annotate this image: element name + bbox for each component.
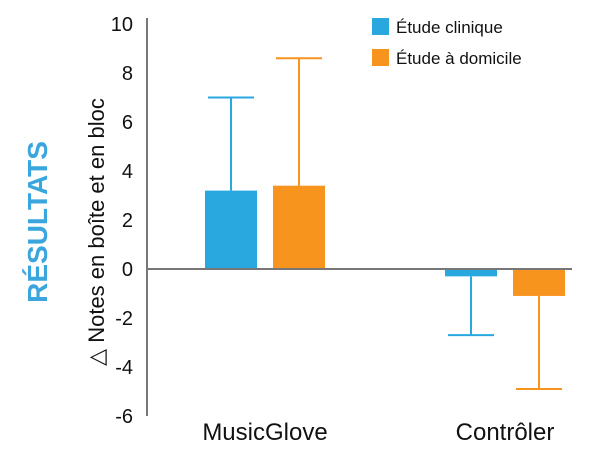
y-tick-label: 10 bbox=[111, 14, 133, 36]
y-tick-label: 8 bbox=[122, 63, 133, 85]
bar-home-0 bbox=[273, 185, 325, 269]
legend-label: Étude clinique bbox=[396, 18, 503, 37]
bar-clinic-1 bbox=[445, 269, 497, 277]
y-tick-label: 6 bbox=[122, 112, 133, 134]
legend-swatch bbox=[372, 49, 389, 66]
y-tick-label: -6 bbox=[115, 406, 133, 428]
y-axis-label: △ Notes en boîte et en bloc bbox=[84, 98, 109, 366]
legend: Étude clinique Étude à domicile bbox=[372, 18, 522, 68]
category-label: Contrôler bbox=[456, 419, 555, 446]
category-label: MusicGlove bbox=[202, 419, 327, 446]
category-labels: MusicGlove Contrôler bbox=[202, 419, 554, 446]
bars bbox=[205, 57, 565, 391]
bar-home-1 bbox=[513, 269, 565, 296]
bar-clinic-0 bbox=[205, 190, 257, 269]
y-tick-label: -2 bbox=[115, 308, 133, 330]
side-title: RÉSULTATS bbox=[22, 141, 53, 303]
y-tick-label: -4 bbox=[115, 357, 133, 379]
y-tick-label: 2 bbox=[122, 210, 133, 232]
y-tick-label: 4 bbox=[122, 161, 133, 183]
y-tick-labels: 10 8 6 4 2 0 -2 -4 -6 bbox=[111, 14, 133, 428]
legend-swatch bbox=[372, 18, 389, 35]
y-tick-label: 0 bbox=[122, 259, 133, 281]
legend-label: Étude à domicile bbox=[396, 49, 522, 68]
